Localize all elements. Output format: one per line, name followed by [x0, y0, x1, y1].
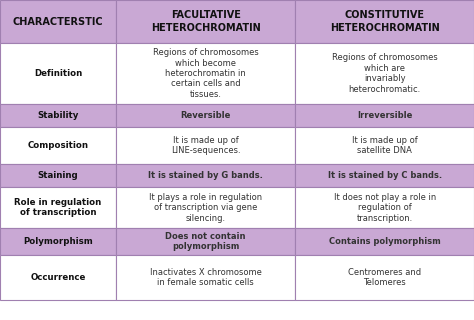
Bar: [295, 255, 474, 300]
Text: Composition: Composition: [27, 141, 89, 150]
Text: Regions of chromosomes
which are
invariably
heterochromatic.: Regions of chromosomes which are invaria…: [332, 53, 438, 94]
Bar: [0, 43, 116, 104]
Bar: [116, 255, 295, 300]
Bar: [116, 104, 295, 127]
Bar: [295, 43, 474, 104]
Text: Role in regulation
of transcription: Role in regulation of transcription: [14, 198, 102, 217]
Bar: [0, 255, 116, 300]
Text: Polymorphism: Polymorphism: [23, 237, 93, 246]
Text: Inactivates X chromosome
in female somatic cells: Inactivates X chromosome in female somat…: [150, 268, 262, 287]
Text: It is made up of
satellite DNA: It is made up of satellite DNA: [352, 136, 418, 155]
Text: Contains polymorphism: Contains polymorphism: [329, 237, 440, 246]
Bar: [116, 187, 295, 228]
Bar: [295, 104, 474, 127]
Bar: [0, 164, 116, 187]
Text: Stability: Stability: [37, 111, 79, 120]
Bar: [0, 127, 116, 164]
Bar: [116, 0, 295, 43]
Bar: [116, 43, 295, 104]
Bar: [295, 187, 474, 228]
Text: It does not play a role in
regulation of
transcription.: It does not play a role in regulation of…: [334, 193, 436, 223]
Bar: [295, 127, 474, 164]
Text: Regions of chromosomes
which become
heterochromatin in
certain cells and
tissues: Regions of chromosomes which become hete…: [153, 48, 259, 99]
Text: Occurrence: Occurrence: [30, 273, 86, 282]
Text: It is made up of
LINE-sequences.: It is made up of LINE-sequences.: [171, 136, 240, 155]
Text: Does not contain
polymorphism: Does not contain polymorphism: [165, 232, 246, 252]
Bar: [0, 187, 116, 228]
Text: FACULTATIVE
HETEROCHROMATIN: FACULTATIVE HETEROCHROMATIN: [151, 11, 261, 33]
Text: It is stained by C bands.: It is stained by C bands.: [328, 171, 442, 180]
Bar: [295, 164, 474, 187]
Text: It plays a role in regulation
of transcription via gene
silencing.: It plays a role in regulation of transcr…: [149, 193, 262, 223]
Text: CHARACTERSTIC: CHARACTERSTIC: [13, 17, 103, 27]
Bar: [116, 127, 295, 164]
Bar: [295, 0, 474, 43]
Text: It is stained by G bands.: It is stained by G bands.: [148, 171, 263, 180]
Bar: [116, 164, 295, 187]
Text: Definition: Definition: [34, 69, 82, 78]
Bar: [0, 0, 116, 43]
Bar: [0, 104, 116, 127]
Bar: [116, 228, 295, 255]
Text: Staining: Staining: [38, 171, 78, 180]
Text: CONSTITUTIVE
HETEROCHROMATIN: CONSTITUTIVE HETEROCHROMATIN: [330, 11, 439, 33]
Text: Reversible: Reversible: [181, 111, 231, 120]
Text: Irreversible: Irreversible: [357, 111, 412, 120]
Bar: [0, 228, 116, 255]
Bar: [295, 228, 474, 255]
Text: Centromeres and
Telomeres: Centromeres and Telomeres: [348, 268, 421, 287]
